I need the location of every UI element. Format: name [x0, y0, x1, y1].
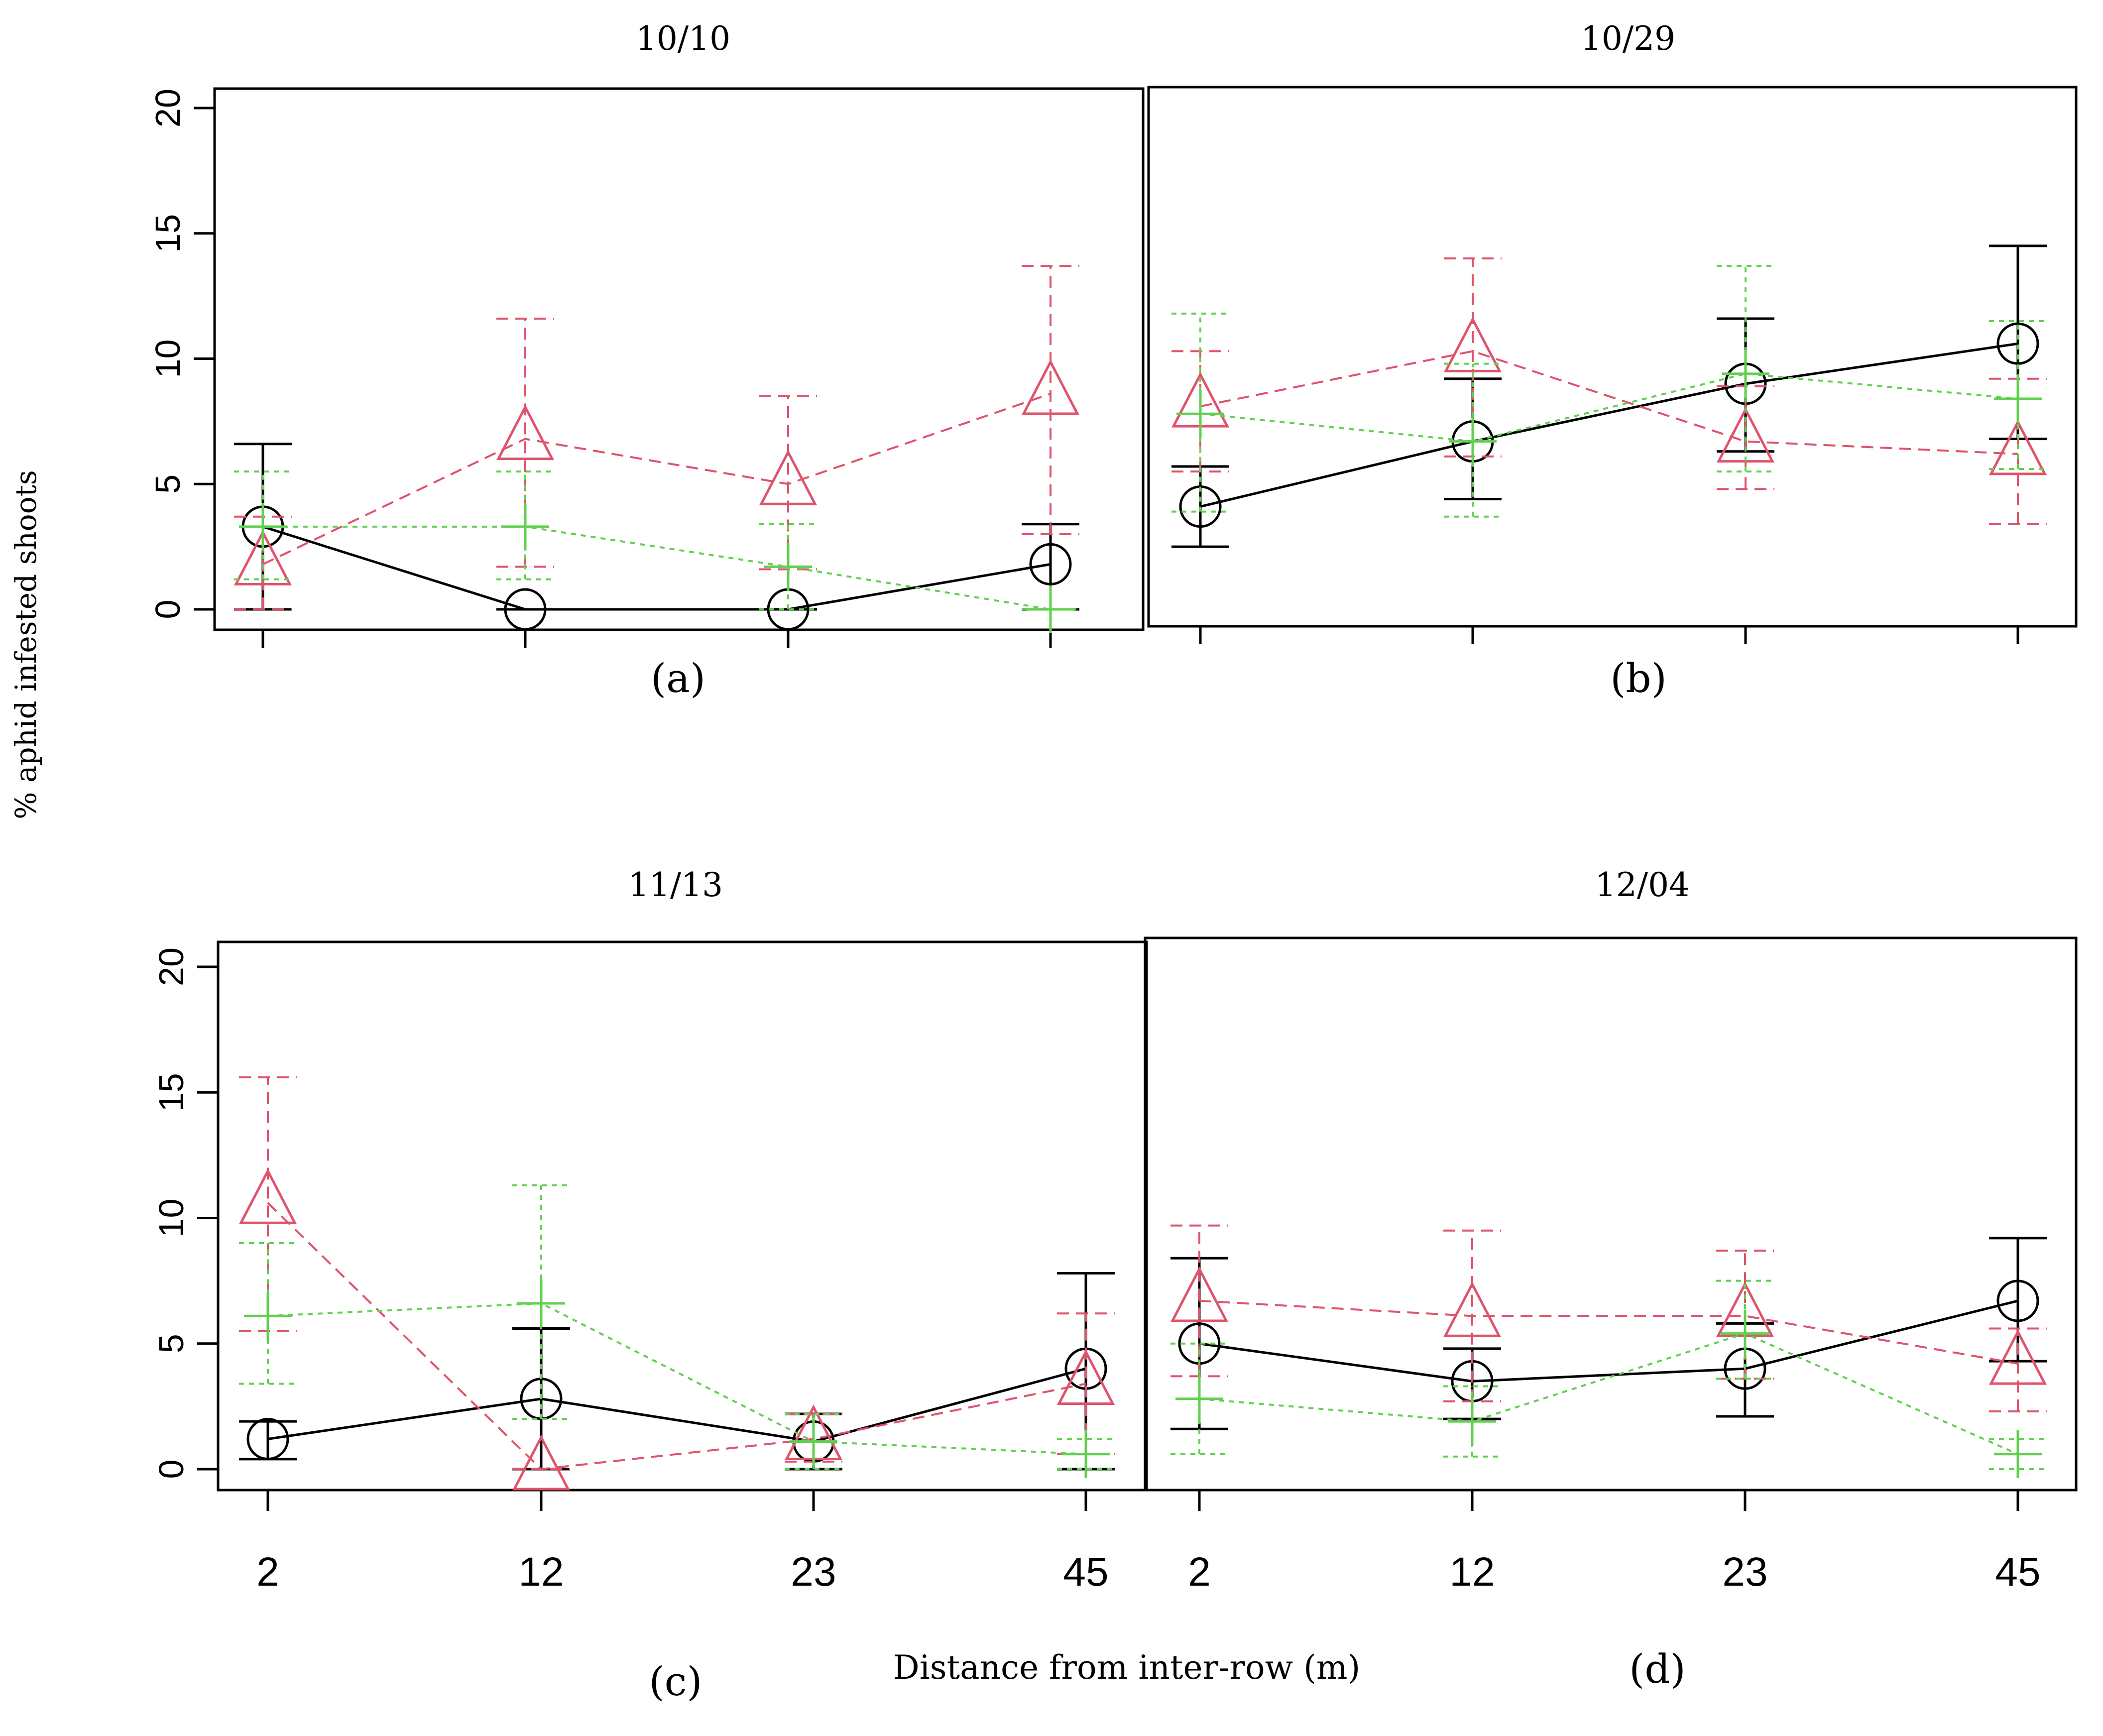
panel-c-x-tick-label: 45: [1063, 1549, 1108, 1595]
panel-a-y-tick-label: 10: [148, 340, 187, 378]
panel-c-y-tick-label: 5: [152, 1334, 191, 1353]
panel-a-series-circle-line: [262, 525, 1051, 611]
panel-a-point-circle: [504, 588, 547, 631]
panel-a-point-triangle: [759, 449, 818, 505]
panel-a-frame: [213, 87, 1145, 631]
panel-a-y-tick-label: 20: [148, 89, 187, 127]
panel-c-y-tick-label: 15: [152, 1073, 191, 1112]
panel-d-point-triangle: [1170, 1266, 1229, 1322]
panel-d-series-plus-line: [1199, 1332, 2018, 1455]
panel-c-y-tick-label: 10: [152, 1199, 191, 1238]
panel-b-frame: [1147, 86, 2078, 628]
panel-b-series-plus-line: [1200, 372, 2018, 443]
panel-d-point-triangle: [1443, 1281, 1502, 1337]
panel-c-title: 11/13: [628, 866, 723, 904]
panel-a-title: 10/10: [636, 19, 730, 58]
y-axis-label: % aphid infested shoots: [9, 470, 43, 819]
panel-a-caption: (a): [651, 655, 705, 701]
panel-c-point-circle: [246, 1417, 289, 1460]
panel-d-point-circle: [1996, 1279, 2039, 1322]
x-axis-label: Distance from inter-row (m): [893, 1648, 1360, 1687]
panel-c-series-triangle-line: [267, 1202, 1086, 1471]
panel-b-point-circle: [1996, 322, 2039, 365]
panel-b-point-triangle: [1443, 316, 1502, 372]
panel-c-x-tick-label: 12: [518, 1549, 564, 1595]
panel-a-y-tick-label: 5: [148, 474, 187, 494]
panel-b-series-circle-line: [1200, 342, 2018, 508]
panel-c-series-circle-line: [267, 1367, 1086, 1443]
panel-b-series-triangle-line: [1200, 350, 2018, 455]
panel-c-point-triangle: [238, 1168, 297, 1224]
panel-d-x-tick-label: 2: [1188, 1549, 1211, 1595]
panel-a-point-circle: [1029, 543, 1072, 585]
panel-c-y-tick-label: 20: [152, 947, 191, 986]
panel-c-x-tick-label: 2: [256, 1549, 279, 1595]
panel-b-caption: (b): [1610, 655, 1667, 701]
panel-d-series-triangle-line: [1199, 1299, 2018, 1365]
panel-d-x-tick-label: 45: [1995, 1549, 2040, 1595]
panel-a-series-plus-line: [263, 525, 1051, 610]
panel-b-title: 10/29: [1581, 19, 1675, 58]
panel-b-point-circle: [1179, 485, 1222, 528]
panel-a-y-tick-label: 15: [148, 214, 187, 253]
panel-d-point-triangle: [1988, 1329, 2047, 1385]
panel-c-caption: (c): [649, 1658, 702, 1705]
panel-d-caption: (d): [1629, 1646, 1686, 1692]
panel-d-title: 12/04: [1595, 866, 1690, 904]
panel-a-y-tick-label: 0: [148, 600, 187, 619]
panel-a-point-triangle: [234, 529, 292, 585]
panel-d-series-circle-line: [1199, 1299, 2018, 1383]
panel-d-x-tick-label: 12: [1449, 1549, 1495, 1595]
panel-a-series-triangle-line: [262, 393, 1051, 566]
panel-a-point-triangle: [496, 404, 555, 461]
panel-a-point-triangle: [1021, 359, 1080, 415]
panel-b-point-triangle: [1988, 419, 2047, 475]
panel-c-point-triangle: [1056, 1349, 1115, 1405]
panel-c-x-tick-label: 23: [791, 1549, 836, 1595]
panel-d-x-tick-label: 23: [1722, 1549, 1767, 1595]
panel-c-frame: [217, 940, 1148, 1492]
panel-c-point-triangle: [512, 1434, 571, 1491]
panel-d-frame: [1144, 936, 2078, 1492]
panel-c-series-plus-line: [267, 1302, 1086, 1455]
panel-c-y-tick-label: 0: [152, 1460, 191, 1479]
